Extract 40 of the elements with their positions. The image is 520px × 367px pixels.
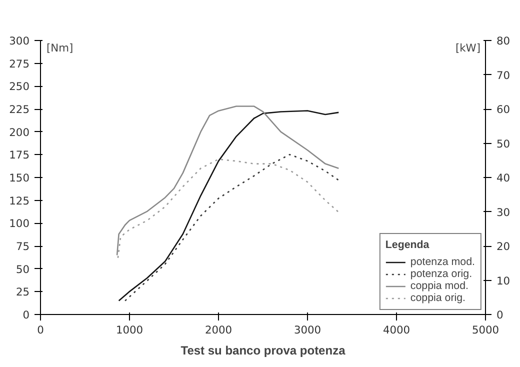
x-tick-label: 0	[37, 324, 44, 336]
y-tick-label: 75	[16, 240, 30, 253]
y2-tick-label: 30	[496, 206, 510, 219]
y-tick-label: 150	[9, 172, 30, 184]
legend-label: coppia mod.	[410, 280, 468, 292]
line-series	[116, 106, 340, 256]
y2-tick-label: 20	[496, 240, 510, 253]
x-tick-label: 1000	[116, 324, 144, 336]
y2-tick-label: 70	[496, 68, 510, 82]
y-axis-title: [Nm]	[46, 42, 74, 54]
line-series	[117, 158, 340, 259]
text: Test su banco prova potenza	[180, 344, 346, 358]
y-tick-label: 275	[9, 57, 30, 70]
x-tick-label: 2000	[204, 324, 232, 336]
x-tick-label: 3000	[294, 324, 322, 336]
y2-axis-title: [kW]	[455, 42, 481, 54]
x-tick-label: 4000	[382, 324, 410, 336]
x-tick-label: 5000	[472, 324, 500, 336]
y-tick-label: 250	[9, 80, 30, 94]
y2-tick-label: 80	[496, 34, 510, 48]
y-tick-label: 0	[22, 308, 30, 322]
y2-tick-label: 60	[496, 103, 510, 116]
y-tick-label: 25	[16, 286, 30, 299]
y-tick-label: 50	[16, 262, 30, 276]
legend-title: Legenda	[385, 239, 430, 251]
legend-label: coppia orig.	[410, 292, 466, 304]
y-tick-label: 200	[9, 126, 30, 139]
y2-tick-label: 40	[496, 172, 510, 184]
y2-tick-label: 50	[496, 137, 510, 150]
line-series	[118, 110, 340, 302]
legend-label: potenza mod.	[410, 256, 475, 268]
y2-tick-label: 0	[496, 308, 504, 322]
legend-label: potenza orig.	[410, 268, 472, 280]
y-tick-label: 300	[9, 34, 30, 48]
y-tick-label: 175	[9, 148, 30, 162]
y-tick-label: 125	[9, 194, 30, 208]
y-tick-label: 225	[9, 103, 30, 116]
line-series	[124, 154, 340, 302]
y-tick-label: 100	[9, 217, 30, 230]
y2-tick-label: 10	[496, 274, 510, 288]
